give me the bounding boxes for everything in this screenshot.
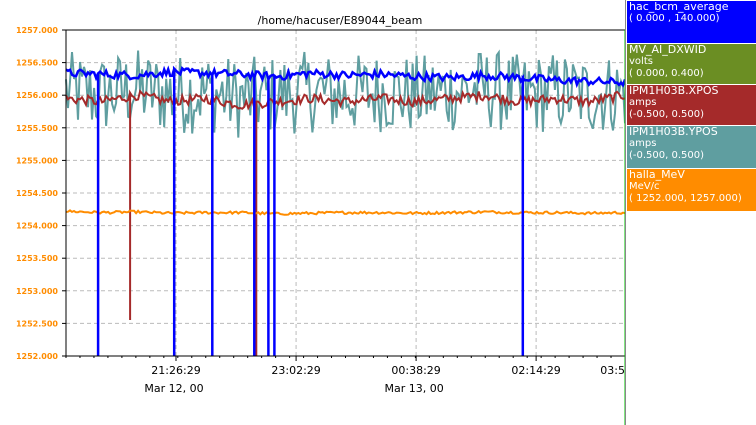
- y-tick-label: 1257.000: [16, 26, 58, 35]
- legend-range: (-0.500, 0.500): [629, 150, 705, 161]
- legend-name: hac_bcm_average: [629, 1, 729, 13]
- y-tick-label: 1255.000: [16, 156, 58, 165]
- y-axis: 1257.000 1256.500 1256.000 1255.500 1255.000…: [16, 26, 66, 361]
- series-line-halla-mev: [65, 209, 625, 216]
- legend-item-halla-mev[interactable]: halla_MeV MeV/c ( 1252.000, 1257.000): [627, 169, 756, 211]
- plot-frame: [65, 29, 625, 357]
- legend-item-mv-ai-dxwid[interactable]: MV_AI_DXWID volts ( 0.000, 0.400): [627, 44, 756, 84]
- strip-chart[interactable]: /home/hacuser/E89044_beam 1257.000 1256.5…: [0, 0, 625, 425]
- y-tick-label: 1254.000: [16, 222, 58, 231]
- x-tick-time: 03:50:29: [600, 364, 625, 377]
- legend-range: ( 0.000, 0.400): [629, 68, 704, 79]
- chart-title: /home/hacuser/E89044_beam: [258, 14, 423, 27]
- series-line-ipm1h03b-xpos: [65, 89, 625, 356]
- legend-units: amps: [629, 97, 657, 108]
- legend-item-hac-bcm-average[interactable]: hac_bcm_average ( 0.000 , 140.000): [627, 1, 756, 43]
- legend-range: ( 1252.000, 1257.000): [629, 193, 742, 204]
- legend-range: (-0.500, 0.500): [629, 109, 705, 120]
- y-tick-label: 1256.000: [16, 91, 58, 100]
- legend-units: amps: [629, 138, 657, 149]
- y-tick-label: 1255.500: [16, 124, 58, 133]
- x-tick-time: 02:14:29: [511, 364, 560, 377]
- y-tick-label: 1252.500: [16, 319, 58, 328]
- x-tick-time: 21:26:29: [151, 364, 200, 377]
- series-group: [65, 49, 625, 356]
- legend-range: ( 0.000 , 140.000): [629, 13, 720, 24]
- legend-panel: hac_bcm_average ( 0.000 , 140.000) MV_AI…: [625, 0, 756, 425]
- grid-lines: [66, 30, 625, 356]
- legend-units: volts: [629, 56, 653, 67]
- y-tick-label: 1256.500: [16, 59, 58, 68]
- y-tick-label: 1252.000: [16, 352, 58, 361]
- legend-item-xpos[interactable]: IPM1H03B.XPOS amps (-0.500, 0.500): [627, 85, 756, 125]
- legend-name: IPM1H03B.YPOS: [629, 126, 718, 138]
- y-tick-label: 1253.000: [16, 287, 58, 296]
- x-tick-time: 00:38:29: [391, 364, 440, 377]
- series-line-hac-bcm-average: [65, 65, 625, 356]
- y-tick-label: 1253.500: [16, 254, 58, 263]
- legend-name: halla_MeV: [629, 169, 685, 181]
- x-axis: 21:26:29 Mar 12, 00 23:02:29 00:38:29 Mar 13…: [65, 356, 625, 395]
- x-tick-time: 23:02:29: [271, 364, 320, 377]
- legend-units: MeV/c: [629, 181, 660, 192]
- legend-name: MV_AI_DXWID: [629, 44, 707, 56]
- y-tick-label: 1254.500: [16, 189, 58, 198]
- legend-item-ypos[interactable]: IPM1H03B.YPOS amps (-0.500, 0.500): [627, 126, 756, 168]
- x-tick-date: Mar 13, 00: [384, 382, 443, 395]
- x-tick-date: Mar 12, 00: [144, 382, 203, 395]
- legend-divider: [625, 0, 626, 425]
- legend-name: IPM1H03B.XPOS: [629, 85, 719, 97]
- series-line-ipm1h03b-ypos: [65, 49, 625, 138]
